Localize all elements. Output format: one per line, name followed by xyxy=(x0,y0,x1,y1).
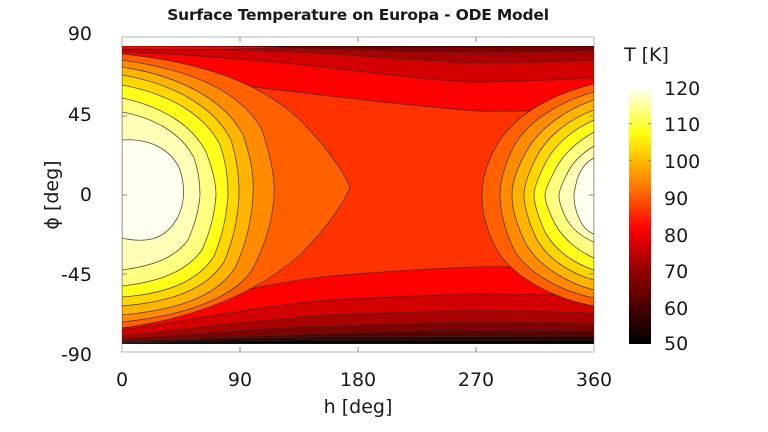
contour-band xyxy=(573,157,594,235)
colorbar-ticks xyxy=(629,123,651,235)
colorbar-tick-label: 70 xyxy=(664,261,689,283)
contour-band xyxy=(122,46,594,48)
contour-band xyxy=(122,339,594,344)
x-tick-label: 360 xyxy=(575,369,613,391)
colorbar-tick-label: 90 xyxy=(664,188,689,210)
colorbar-tick-label: 100 xyxy=(664,151,701,173)
colorbar xyxy=(629,87,651,344)
y-tick-label: 90 xyxy=(67,23,92,45)
contour-fill xyxy=(122,46,594,344)
colorbar-tick-label: 110 xyxy=(664,114,701,136)
y-axis-label: ϕ [deg] xyxy=(41,160,63,230)
colorbar-tick-label: 50 xyxy=(664,333,689,355)
x-axis-label: h [deg] xyxy=(323,396,393,418)
y-tick-label: 0 xyxy=(79,184,92,206)
y-tick-label: -90 xyxy=(60,344,92,366)
colorbar-tick-label: 60 xyxy=(664,298,689,320)
contour-band xyxy=(122,139,184,241)
chart-title: Surface Temperature on Europa - ODE Mode… xyxy=(167,6,549,24)
y-tick-label: 45 xyxy=(67,104,92,126)
x-tick-label: 180 xyxy=(339,369,377,391)
x-tick-label: 270 xyxy=(457,369,495,391)
y-tick-label: -45 xyxy=(60,264,92,286)
colorbar-tick-label: 80 xyxy=(664,225,689,247)
colorbar-title: T [K] xyxy=(624,44,669,66)
x-tick-label: 90 xyxy=(227,369,253,391)
y-axis-ticks xyxy=(122,115,594,275)
colorbar-tick-label: 120 xyxy=(664,78,701,100)
x-axis-ticks xyxy=(239,37,477,352)
x-tick-label: 0 xyxy=(115,369,129,391)
